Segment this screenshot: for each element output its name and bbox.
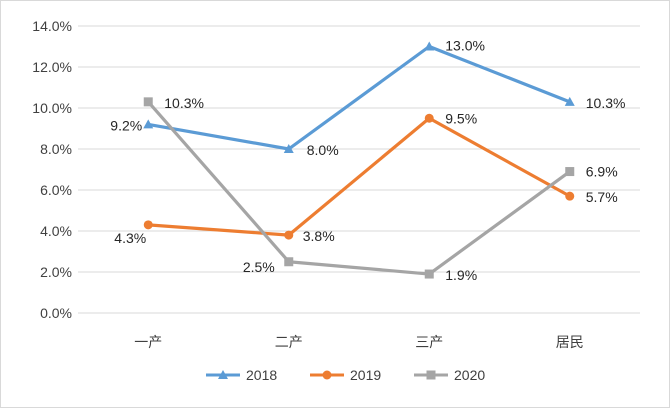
- marker-2020-3: [565, 167, 575, 177]
- x-tick-label: 一产: [134, 334, 162, 350]
- data-label-2018-3: 10.3%: [586, 95, 626, 111]
- legend-item-2020: 2020: [414, 367, 485, 383]
- data-label-2019-1: 3.8%: [303, 228, 335, 244]
- data-label-2019-3: 5.7%: [586, 189, 618, 205]
- marker-2018-2: [424, 41, 435, 51]
- y-tick-label: 8.0%: [40, 141, 72, 157]
- legend-label: 2018: [246, 367, 277, 383]
- series-line-2018: [146, 44, 572, 151]
- x-tick-label: 二产: [275, 334, 303, 350]
- marker-2018-1: [283, 144, 294, 153]
- y-tick-label: 12.0%: [32, 59, 72, 75]
- marker-2020-2: [424, 269, 434, 279]
- data-label-2019-2: 9.5%: [445, 110, 477, 126]
- y-tick-label: 10.0%: [32, 100, 72, 116]
- legend: 2018 2019 2020: [206, 367, 485, 383]
- data-label-2020-2: 1.9%: [445, 267, 477, 283]
- legend-marker: [322, 370, 332, 380]
- data-label-2018-1: 8.0%: [307, 142, 339, 158]
- marker-2020-1: [284, 257, 294, 267]
- x-tick-label: 三产: [415, 334, 443, 350]
- x-tick-label: 居民: [556, 334, 584, 350]
- legend-label: 2019: [350, 367, 381, 383]
- data-label-2020-1: 2.5%: [243, 259, 275, 275]
- series-markers: [143, 41, 575, 279]
- legend-item-2018: 2018: [206, 367, 277, 383]
- x-axis-tick-labels: 一产 二产 三产 居民: [134, 334, 584, 350]
- marker-2019-3: [565, 191, 575, 201]
- legend-marker: [426, 370, 436, 380]
- series-lines: [146, 44, 572, 276]
- legend-marker: [218, 370, 228, 379]
- legend-item-2019: 2019: [310, 367, 381, 383]
- series-line-2019: [146, 116, 572, 237]
- marker-2020-0: [143, 97, 153, 107]
- legend-label: 2020: [454, 367, 485, 383]
- y-tick-label: 14.0%: [32, 18, 72, 34]
- data-label-2020-3: 6.9%: [586, 164, 618, 180]
- marker-2019-1: [284, 230, 294, 240]
- data-label-2018-0: 9.2%: [110, 117, 142, 133]
- y-tick-label: 2.0%: [40, 264, 72, 280]
- data-label-2020-0: 10.3%: [164, 95, 204, 111]
- data-labels: 9.2% 8.0% 13.0% 10.3% 4.3% 3.8% 9.5% 5.7% 10.3% 2…: [110, 38, 625, 284]
- data-label-2019-0: 4.3%: [114, 230, 146, 246]
- data-label-2018-2: 13.0%: [445, 38, 485, 54]
- marker-2019-2: [424, 113, 434, 123]
- marker-2018-3: [564, 96, 575, 106]
- y-tick-label: 6.0%: [40, 182, 72, 198]
- series-line-2020: [146, 100, 572, 276]
- y-tick-label: 4.0%: [40, 223, 72, 239]
- gridlines: [78, 25, 640, 314]
- marker-2019-0: [143, 220, 153, 230]
- marker-2018-0: [143, 119, 154, 129]
- y-tick-label: 0.0%: [40, 305, 72, 321]
- y-axis-tick-labels: 0.0% 2.0% 4.0% 6.0% 8.0% 10.0% 12.0% 14.0%: [32, 18, 72, 321]
